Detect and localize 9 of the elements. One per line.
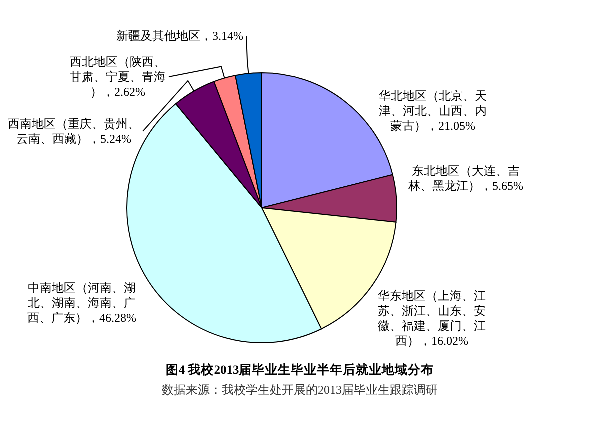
slice-label: 华北地区（北京、天津、河北、山西、内蒙古），21.05% bbox=[379, 89, 487, 133]
slice-label: 华东地区（上海、江苏、浙江、山东、安徽、福建、厦门、江西），16.02% bbox=[378, 289, 486, 348]
slice-label: 西南地区（重庆、贵州、云南、西藏），5.24% bbox=[8, 117, 140, 146]
slice-label: 新疆及其他地区，3.14% bbox=[116, 29, 244, 43]
source-note: 数据来源：我校学生处开展的2013届毕业生跟踪调研 bbox=[162, 383, 438, 397]
slice-label: 西北地区（陕西、甘肃、宁夏、青海），2.62% bbox=[70, 55, 166, 99]
text: 图4 我校2013届毕业生毕业半年后就业地域分布 bbox=[166, 362, 434, 377]
slice-label: 中南地区（河南、湖北、湖南、海南、广西、广东），46.28% bbox=[28, 281, 136, 325]
slice-label: 东北地区（大连、吉林、黑龙江），5.65% bbox=[408, 164, 524, 193]
